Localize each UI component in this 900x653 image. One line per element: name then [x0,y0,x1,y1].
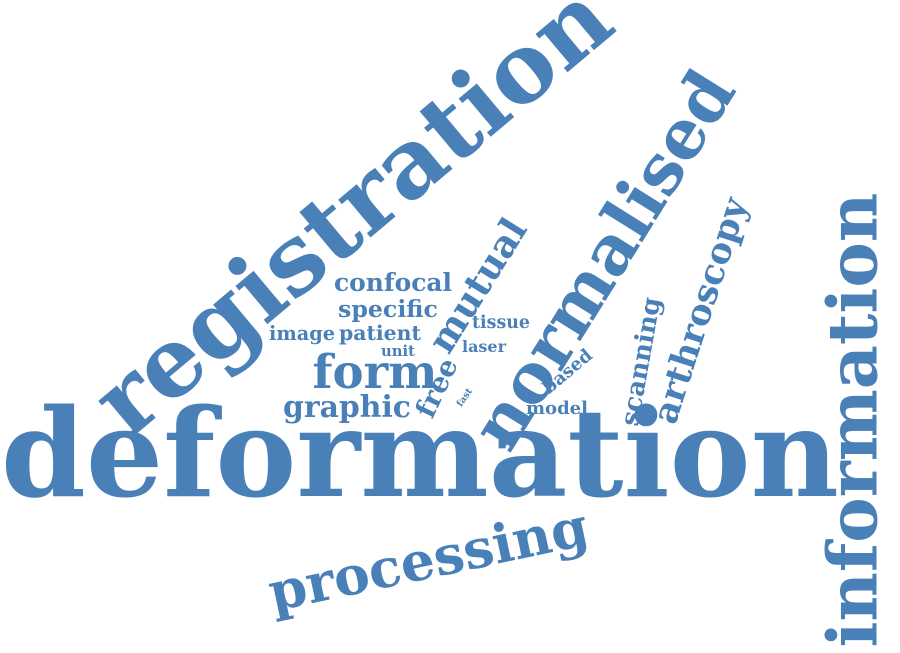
word-image: image [269,321,335,345]
word-patient: patient [339,321,421,345]
word-tissue: tissue [472,312,530,333]
word-laser: laser [462,337,506,356]
word-graphic: graphic [283,390,411,425]
word-unit: unit [381,342,415,360]
word-specific: specific [338,295,438,323]
word-form: form [312,343,438,399]
word-deformation: deformation [1,381,839,525]
word-model: model [526,398,588,419]
word-information: information [812,192,893,648]
word-confocal: confocal [334,267,452,297]
